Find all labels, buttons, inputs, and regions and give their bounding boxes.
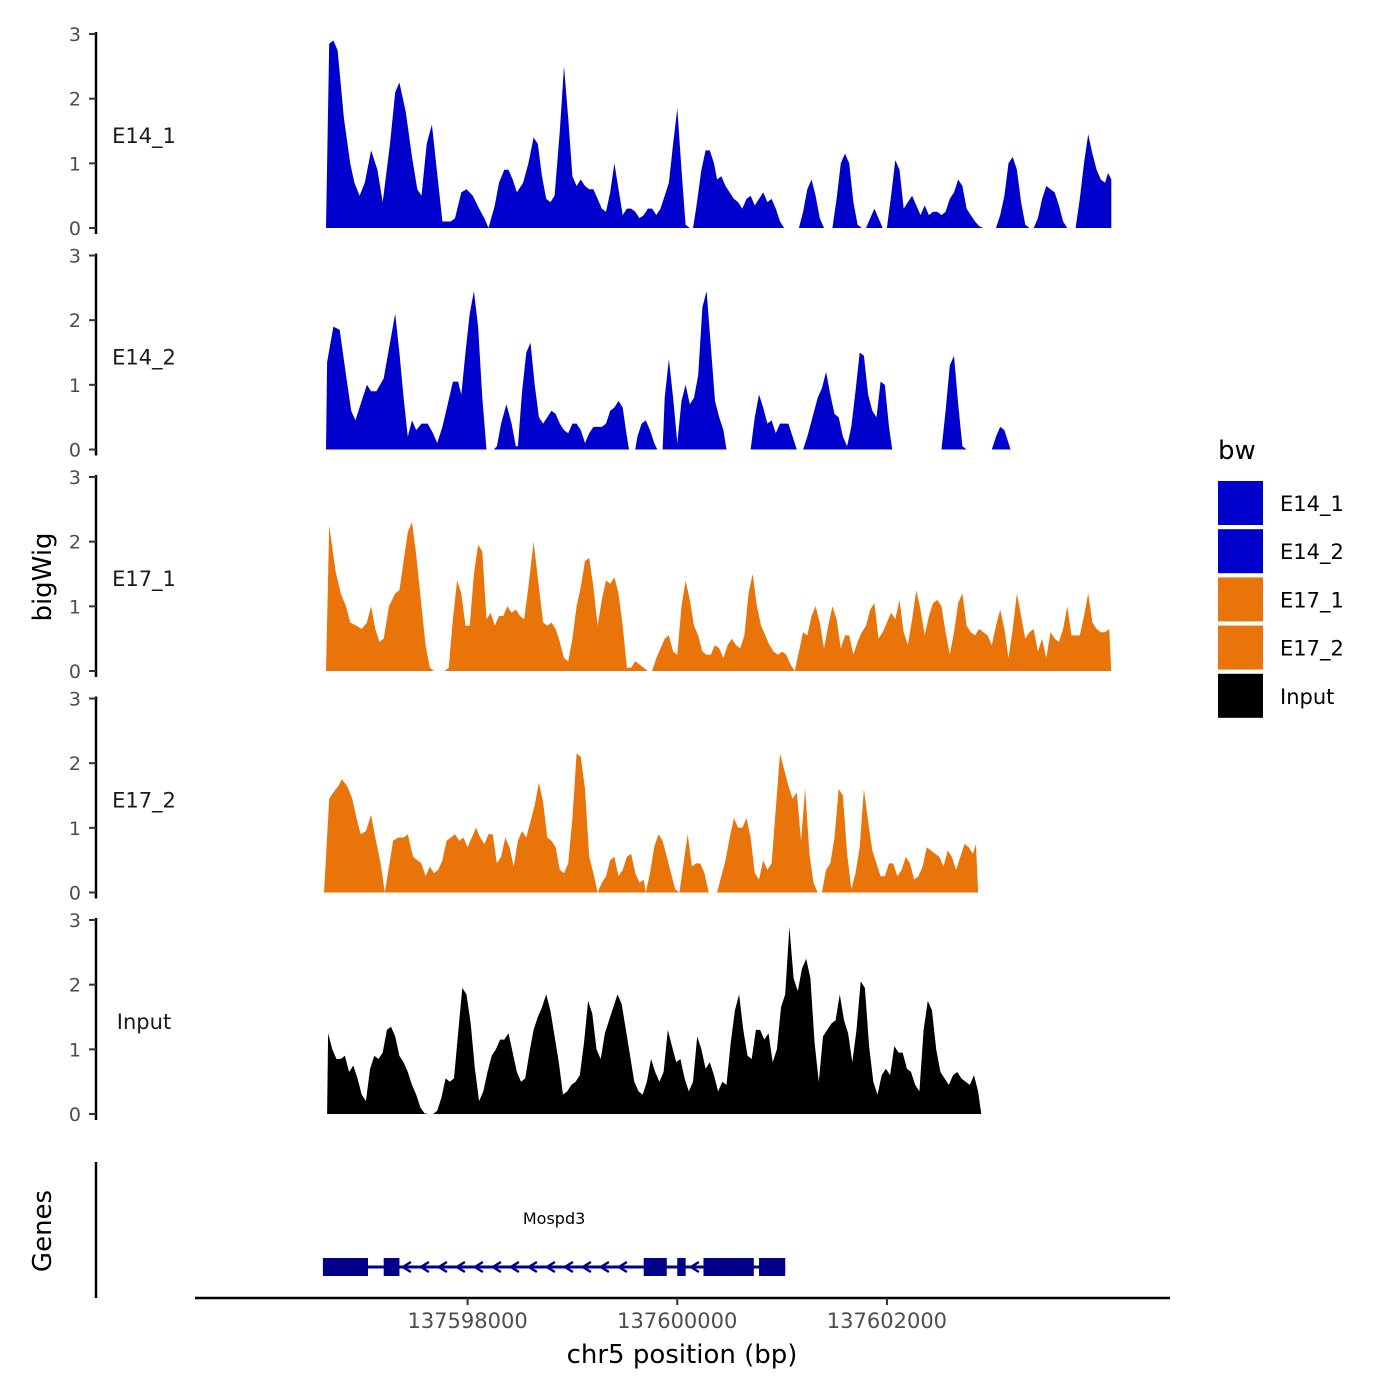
y-tick-label: 2	[69, 532, 81, 554]
strand-arrow	[418, 1260, 430, 1274]
gene-exon	[703, 1258, 736, 1276]
y-tick-label: 2	[69, 89, 81, 111]
panel-label-E17_1: E17_1	[112, 567, 176, 592]
strand-arrow	[688, 1260, 700, 1274]
x-axis-title: chr5 position (bp)	[567, 1340, 798, 1370]
strand-arrow	[508, 1260, 520, 1274]
legend-label-E17_1: E17_1	[1280, 588, 1344, 613]
y-tick-label: 3	[69, 24, 81, 46]
strand-arrow	[562, 1260, 574, 1274]
y-tick-label: 1	[69, 596, 81, 618]
gene-model	[322, 1258, 786, 1276]
coverage-area-E14_2	[326, 291, 1011, 450]
legend-label-Input: Input	[1280, 685, 1334, 709]
y-tick-label: 0	[69, 1104, 81, 1126]
strand-arrow	[490, 1260, 502, 1274]
gene-exon	[735, 1258, 754, 1276]
strand-arrow	[616, 1260, 628, 1274]
panel-E14_2: 0 1 2 3 E14_2	[69, 246, 1011, 462]
gene-exon	[383, 1258, 400, 1276]
legend-label-E17_2: E17_2	[1280, 637, 1344, 662]
y-tick-label: 0	[69, 661, 81, 683]
y-tick-label: 3	[69, 246, 81, 268]
panel-label-E14_2: E14_2	[112, 346, 176, 371]
y-tick-label: 1	[69, 818, 81, 840]
panel-E17_2: 0 1 2 3 E17_2	[69, 689, 979, 905]
x-axis: 137598000 137600000 137602000	[195, 1296, 1170, 1333]
y-tick-label: 3	[69, 467, 81, 489]
gene-exon	[322, 1258, 368, 1276]
y-tick-label: 0	[69, 883, 81, 905]
panel-E17_1: 0 1 2 3 E17_1	[69, 467, 1112, 683]
y-axis-title: bigWig	[28, 532, 58, 621]
genes-axis-title: Genes	[28, 1190, 58, 1272]
x-tick-label: 137602000	[827, 1309, 947, 1333]
bigwig-panels: 0 1 2 3 E14_1 0 1 2 3 E14_2 0 1 2 3 E17_1 0 1 2 3 E17_2 0 1 2 3…	[69, 24, 1112, 1126]
y-tick-label: 2	[69, 975, 81, 997]
legend-title: bw	[1218, 436, 1256, 466]
strand-arrow	[400, 1260, 412, 1274]
legend-key-E14_2	[1218, 529, 1263, 574]
genes-panel: Genes Mospd3	[28, 1162, 786, 1298]
legend-key-E17_2	[1218, 625, 1263, 670]
panel-Input: 0 1 2 3 Input	[69, 910, 985, 1126]
legend-key-Input	[1218, 673, 1263, 718]
legend-label-E14_2: E14_2	[1280, 540, 1344, 565]
coverage-area-E17_1	[326, 522, 1112, 671]
strand-arrow	[472, 1260, 484, 1274]
panel-label-Input: Input	[117, 1010, 171, 1034]
y-tick-label: 3	[69, 689, 81, 711]
legend-key-E17_1	[1218, 577, 1263, 622]
strand-arrow	[598, 1260, 610, 1274]
gene-label: Mospd3	[523, 1209, 585, 1228]
gene-exon	[643, 1258, 667, 1276]
coverage-area-E17_2	[324, 753, 979, 893]
coverage-area-Input	[327, 926, 985, 1114]
gene-exon	[759, 1258, 786, 1276]
y-tick-label: 1	[69, 153, 81, 175]
x-tick-label: 137598000	[407, 1309, 527, 1333]
strand-arrow	[580, 1260, 592, 1274]
legend-key-E14_1	[1218, 481, 1263, 525]
y-tick-label: 2	[69, 310, 81, 332]
legend-label-E14_1: E14_1	[1280, 492, 1344, 517]
strand-arrow	[526, 1260, 538, 1274]
panel-label-E17_2: E17_2	[112, 789, 176, 814]
strand-arrow	[436, 1260, 448, 1274]
y-tick-label: 0	[69, 440, 81, 462]
gene-exon	[677, 1258, 686, 1276]
legend: bw E14_1 E14_2 E17_1 E17_2 Input	[1218, 436, 1344, 718]
y-tick-label: 0	[69, 218, 81, 240]
coverage-area-E14_1	[326, 40, 1112, 228]
x-tick-label: 137600000	[617, 1309, 737, 1333]
y-tick-label: 1	[69, 375, 81, 397]
strand-arrow	[454, 1260, 466, 1274]
panel-label-E14_1: E14_1	[112, 124, 176, 149]
y-tick-label: 3	[69, 910, 81, 932]
strand-arrow	[544, 1260, 556, 1274]
y-tick-label: 2	[69, 753, 81, 775]
y-tick-label: 1	[69, 1039, 81, 1061]
panel-E14_1: 0 1 2 3 E14_1	[69, 24, 1112, 240]
